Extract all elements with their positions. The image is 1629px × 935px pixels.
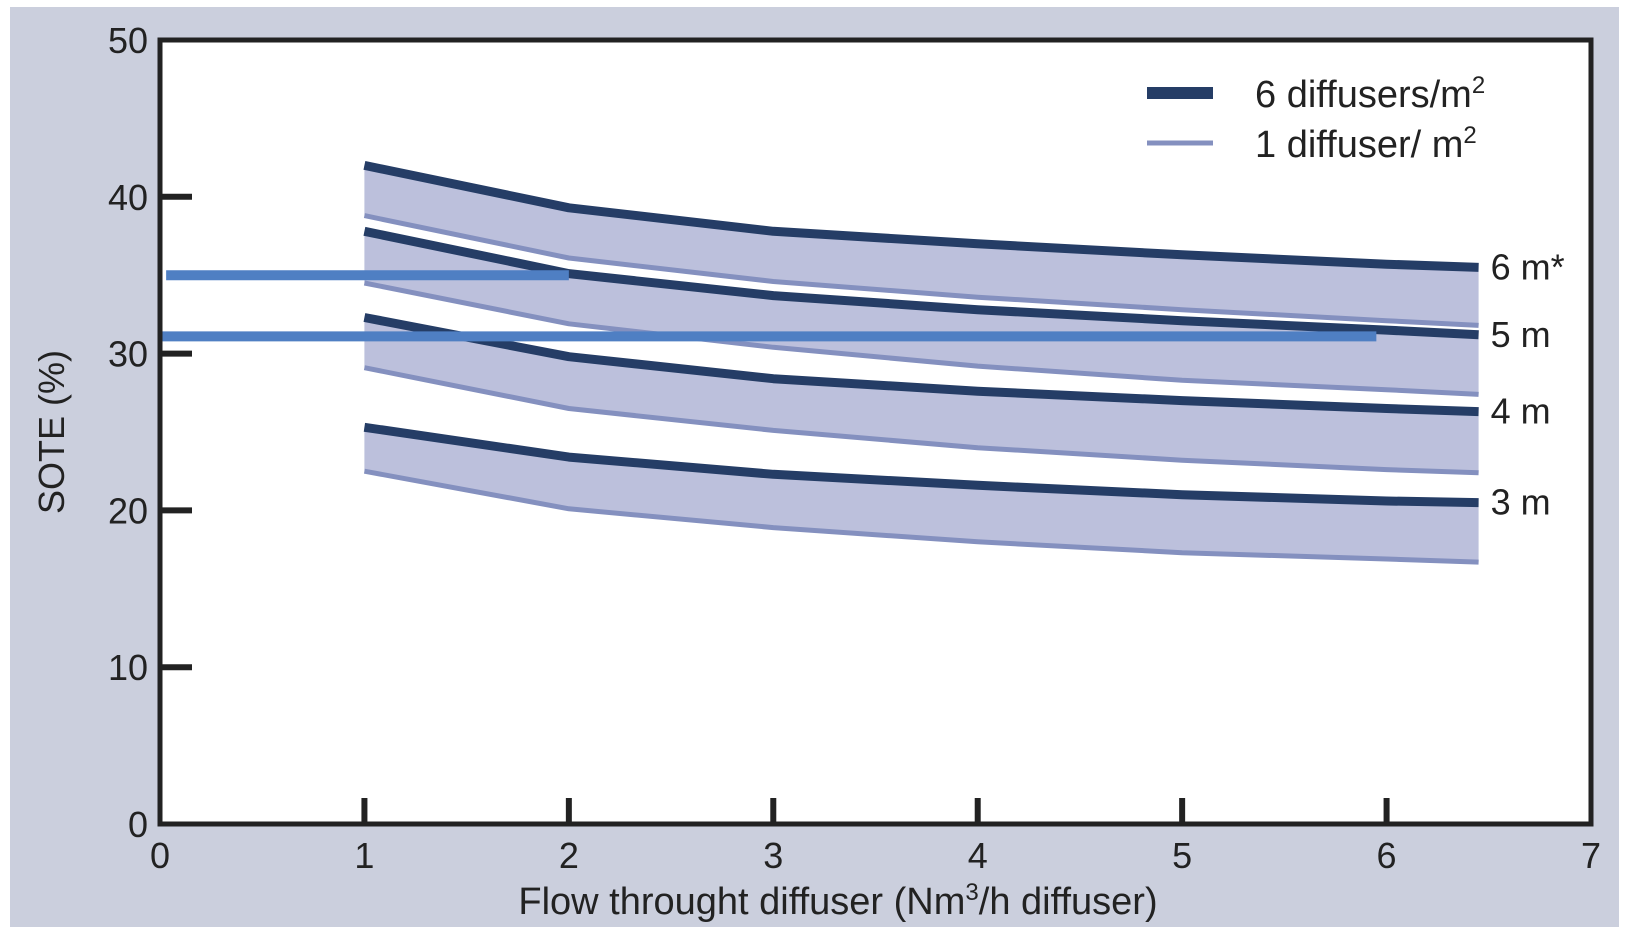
depth-label-4-m: 4 m <box>1491 391 1551 432</box>
depth-label-3-m: 3 m <box>1491 482 1551 523</box>
legend-one-text: 1 diffuser/ m <box>1255 124 1463 166</box>
band-fill-4-m <box>364 317 1479 473</box>
x-tick-label-4: 4 <box>968 835 988 876</box>
depth-label-5-m: 5 m <box>1491 314 1551 355</box>
x-axis-title-main: Flow throught diffuser (Nm <box>518 881 965 923</box>
y-tick-label-10: 10 <box>108 647 148 688</box>
x-tick-label-3: 3 <box>763 835 783 876</box>
line-one-diffuser-6-m <box>363 213 1479 328</box>
y-axis-title: SOTE (%) <box>31 350 72 514</box>
bands-layer: 6 m* 5 m 4 m 3 m <box>363 160 1565 565</box>
line-six-diffusers-3-m <box>363 422 1479 508</box>
x-tick-label-2: 2 <box>559 835 579 876</box>
line-one-diffuser-3-m <box>363 468 1479 565</box>
band-fill-6-m <box>364 165 1479 326</box>
y-tick-label-0: 0 <box>128 804 148 845</box>
x-axis-title: Flow throught diffuser (Nm3/h diffuser) <box>518 879 1157 923</box>
depth-label-6-m: 6 m* <box>1491 246 1565 287</box>
y-tick-label-40: 40 <box>108 177 148 218</box>
plot-border <box>157 37 1594 827</box>
x-tick-label-6: 6 <box>1377 835 1397 876</box>
x-tick-label-7: 7 <box>1581 835 1601 876</box>
legend-label-six-diffusers: 6 diffusers/m2 <box>1255 72 1485 116</box>
band-fill-3-m <box>364 427 1479 563</box>
y-tick-label-20: 20 <box>108 490 148 531</box>
line-six-diffusers-6-m <box>363 160 1479 272</box>
line-one-diffuser-4-m <box>363 365 1479 476</box>
x-tick-label-0: 0 <box>150 835 170 876</box>
legend: 6 diffusers/m2 1 diffuser/ m2 <box>1147 72 1485 166</box>
x-axis-title-sup: 3 <box>965 879 978 906</box>
legend-six-text: 6 diffusers/m <box>1255 74 1472 116</box>
line-six-diffusers-5-m <box>363 226 1479 340</box>
band-fill-5-m <box>364 231 1479 395</box>
y-tick-label-50: 50 <box>108 20 148 61</box>
line-one-diffuser-5-m <box>363 280 1479 397</box>
legend-label-one-diffuser: 1 diffuser/ m2 <box>1255 122 1477 166</box>
x-tick-label-1: 1 <box>354 835 374 876</box>
x-axis-title-tail: /h diffuser) <box>979 881 1158 923</box>
x-tick-label-5: 5 <box>1172 835 1192 876</box>
line-six-diffusers-4-m <box>363 313 1479 417</box>
legend-one-sup: 2 <box>1463 122 1476 149</box>
axes-layer: 0 1 2 3 4 5 6 7 0 10 20 30 40 50 <box>108 20 1601 876</box>
y-tick-label-30: 30 <box>108 334 148 375</box>
reference-lines-layer <box>160 270 1377 342</box>
legend-six-sup: 2 <box>1472 72 1485 99</box>
